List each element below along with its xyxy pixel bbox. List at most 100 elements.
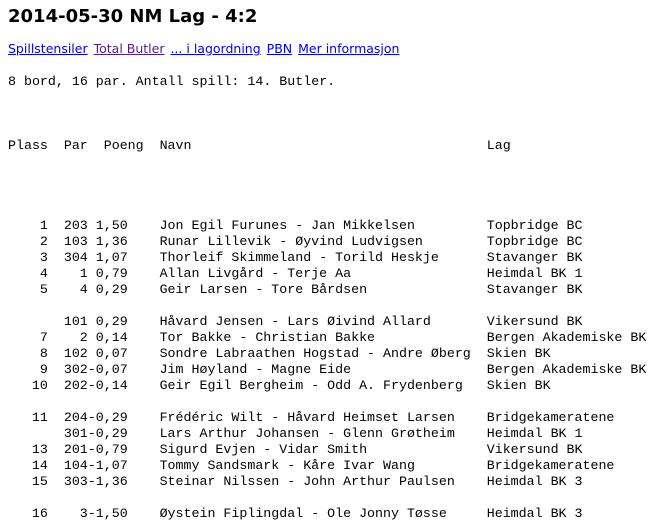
cell-lag: Topbridge BC	[486, 218, 583, 233]
cell-lag: Heimdal BK 1	[486, 266, 583, 281]
header-navn: Navn	[159, 138, 192, 153]
cell-par: 1	[79, 266, 88, 281]
table-row: 9 302-0,07 Jim Høyland - Magne Eide Bergen …	[8, 362, 646, 378]
cell-plass: 9	[39, 362, 48, 377]
cell-plass: 4	[39, 266, 48, 281]
link-pbn[interactable]: PBN	[266, 41, 293, 56]
cell-poeng: -1,36	[87, 474, 128, 489]
cell-navn: Frédéric Wilt - Håvard Heimset Larsen	[159, 410, 455, 425]
cell-plass: 5	[39, 282, 48, 297]
table-row: 8 102 0,07 Sondre Labraathen Hogstad - Andr…	[8, 346, 646, 362]
cell-plass: 7	[39, 330, 48, 345]
table-row: 5 4 0,29 Geir Larsen - Tore Bårdsen Stavange…	[8, 282, 646, 298]
table-header: Plass Par Poeng Navn Lag	[8, 138, 646, 154]
cell-plass: 13	[31, 442, 48, 457]
cell-par: 304	[63, 250, 88, 265]
cell-par: 2	[79, 330, 88, 345]
cell-lag: Bergen Akademiske BK	[486, 362, 647, 377]
cell-navn: Tommy Sandsmark - Kåre Ivar Wang	[159, 458, 415, 473]
table-row: 16 3-1,50 Øystein Fiplingdal - Ole Jonny T…	[8, 506, 646, 522]
header-poeng: Poeng	[103, 138, 144, 153]
header-plass: Plass	[8, 138, 48, 153]
table-row: 2 103 1,36 Runar Lillevik - Øyvind Ludvigse…	[8, 234, 646, 250]
table-row: 14 104-1,07 Tommy Sandsmark - Kåre Ivar Wa…	[8, 458, 646, 474]
link-spillstensiler[interactable]: Spillstensiler	[8, 41, 88, 56]
nav-links: Spillstensiler Total Butler ... i lagordni…	[8, 41, 405, 56]
cell-plass: 14	[31, 458, 48, 473]
cell-poeng: -0,29	[87, 426, 128, 441]
spacer	[8, 186, 646, 202]
cell-lag: Bridgekameratene	[486, 410, 615, 425]
cell-lag: Skien BK	[486, 378, 551, 393]
cell-poeng: -0,14	[87, 378, 128, 393]
cell-poeng: -1,50	[87, 506, 128, 521]
header-lag: Lag	[486, 138, 511, 153]
table-row: 4 1 0,79 Allan Livgård - Terje Aa Heimdal BK…	[8, 266, 646, 282]
cell-poeng: 0,29	[95, 282, 128, 297]
cell-navn: Geir Egil Bergheim - Odd A. Frydenberg	[159, 378, 463, 393]
cell-poeng: -0,29	[87, 410, 128, 425]
cell-lag: Vikersund BK	[486, 314, 583, 329]
cell-navn: Jon Egil Furunes - Jan Mikkelsen	[159, 218, 415, 233]
cell-poeng: 0,07	[95, 346, 128, 361]
cell-lag: Vikersund BK	[486, 442, 583, 457]
cell-plass: 11	[31, 410, 48, 425]
cell-par: 301	[63, 426, 88, 441]
cell-par: 203	[63, 218, 88, 233]
cell-par: 201	[63, 442, 88, 457]
cell-navn: Øystein Fiplingdal - Ole Jonny Tøsse	[159, 506, 447, 521]
cell-lag: Skien BK	[486, 346, 551, 361]
cell-navn: Sondre Labraathen Hogstad - Andre Øberg	[159, 346, 471, 361]
table-row: 10 202-0,14 Geir Egil Bergheim - Odd A. Fr…	[8, 378, 646, 394]
cell-par: 204	[63, 410, 88, 425]
cell-par: 302	[63, 362, 88, 377]
cell-navn: Håvard Jensen - Lars Øivind Allard	[159, 314, 431, 329]
table-row: 15 303-1,36 Steinar Nilssen - John Arthur …	[8, 474, 646, 490]
cell-navn: Lars Arthur Johansen - Glenn Grøtheim	[159, 426, 455, 441]
cell-navn: Jim Høyland - Magne Eide	[159, 362, 352, 377]
cell-par: 202	[63, 378, 88, 393]
cell-plass: 8	[39, 346, 48, 361]
table-row: 1 203 1,50 Jon Egil Furunes - Jan Mikkelsen…	[8, 218, 646, 234]
cell-navn: Runar Lillevik - Øyvind Ludvigsen	[159, 234, 423, 249]
cell-par: 303	[63, 474, 88, 489]
cell-poeng: 1,07	[95, 250, 128, 265]
link-mer-informasjon[interactable]: Mer informasjon	[298, 41, 400, 56]
cell-poeng: 1,36	[95, 234, 128, 249]
spacer	[8, 298, 646, 314]
page-title: 2014-05-30 NM Lag - 4:2	[8, 6, 258, 27]
cell-navn: Geir Larsen - Tore Bårdsen	[159, 282, 368, 297]
cell-poeng: 0,29	[95, 314, 128, 329]
cell-lag: Stavanger BK	[486, 250, 583, 265]
cell-par: 104	[63, 458, 88, 473]
cell-navn: Tor Bakke - Christian Bakke	[159, 330, 376, 345]
cell-plass: 10	[31, 378, 48, 393]
link-total-butler[interactable]: Total Butler	[93, 41, 165, 56]
cell-lag: Heimdal BK 3	[486, 474, 583, 489]
cell-poeng: -0,07	[87, 362, 128, 377]
cell-par: 102	[63, 346, 88, 361]
cell-navn: Steinar Nilssen - John Arthur Paulsen	[159, 474, 455, 489]
cell-plass: 16	[31, 506, 48, 521]
table-row: 11 204-0,29 Frédéric Wilt - Håvard Heimset…	[8, 410, 646, 426]
cell-navn: Sigurd Evjen - Vidar Smith	[159, 442, 368, 457]
table-row: 7 2 0,14 Tor Bakke - Christian Bakke Bergen …	[8, 330, 646, 346]
spacer	[8, 490, 646, 506]
results-table: Plass Par Poeng Navn Lag 1 203 1,50 Jon Egil Fu…	[8, 106, 646, 522]
cell-plass: 15	[31, 474, 48, 489]
cell-plass: 2	[39, 234, 48, 249]
table-row: 101 0,29 Håvard Jensen - Lars Øivind Allar…	[8, 314, 646, 330]
cell-navn: Allan Livgård - Terje Aa	[159, 266, 352, 281]
cell-lag: Stavanger BK	[486, 282, 583, 297]
cell-lag: Bridgekameratene	[486, 458, 615, 473]
cell-navn: Thorleif Skimmeland - Torild Heskje	[159, 250, 439, 265]
cell-plass: 1	[39, 218, 48, 233]
summary-text: 8 bord, 16 par. Antall spill: 14. Butler…	[8, 74, 336, 89]
cell-poeng: -0,79	[87, 442, 128, 457]
cell-lag: Bergen Akademiske BK	[486, 330, 647, 345]
spacer	[8, 394, 646, 410]
table-row: 3 304 1,07 Thorleif Skimmeland - Torild Hes…	[8, 250, 646, 266]
cell-par: 101	[63, 314, 88, 329]
link-i-lagordning[interactable]: ... i lagordning	[170, 41, 261, 56]
cell-par: 3	[79, 506, 88, 521]
